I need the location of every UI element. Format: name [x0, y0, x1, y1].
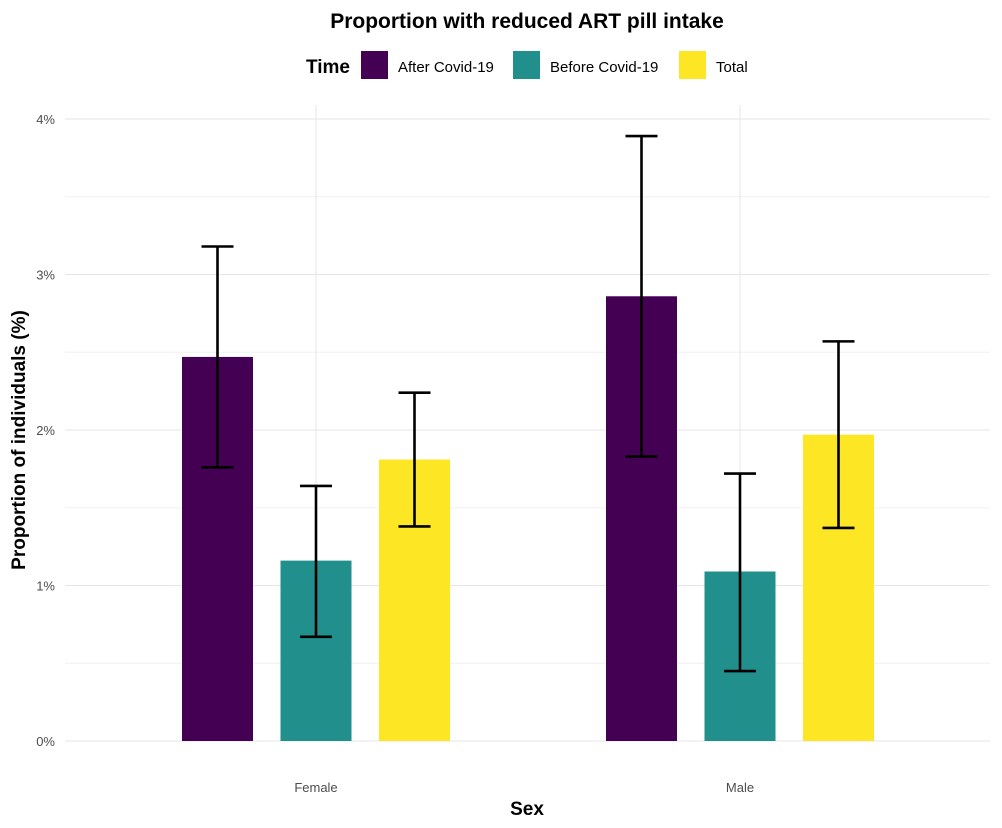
- bars: [182, 296, 874, 741]
- legend-label: Total: [716, 59, 748, 76]
- x-axis-title: Sex: [510, 799, 544, 820]
- y-tick-label: 0%: [36, 734, 55, 749]
- x-axis-ticks: Female Male: [294, 780, 754, 795]
- y-tick-label: 4%: [36, 112, 55, 127]
- legend-key: [513, 51, 540, 79]
- y-axis-title: Proportion of individuals (%): [9, 310, 30, 570]
- y-tick-label: 1%: [36, 579, 55, 594]
- y-tick-label: 3%: [36, 268, 55, 283]
- legend-key: [679, 51, 706, 79]
- legend-key: [361, 51, 388, 79]
- legend-label: After Covid-19: [398, 59, 494, 76]
- x-tick-label: Male: [726, 780, 754, 795]
- error-bars: [201, 134, 855, 673]
- x-tick-label: Female: [294, 780, 337, 795]
- y-tick-label: 2%: [36, 423, 55, 438]
- y-axis-ticks: 0% 1% 2% 3% 4%: [36, 112, 55, 749]
- legend: Time After Covid-19 Before Covid-19 Total: [306, 51, 748, 79]
- legend-title: Time: [306, 57, 350, 78]
- legend-label: Before Covid-19: [550, 59, 658, 76]
- chart-title: Proportion with reduced ART pill intake: [330, 10, 724, 33]
